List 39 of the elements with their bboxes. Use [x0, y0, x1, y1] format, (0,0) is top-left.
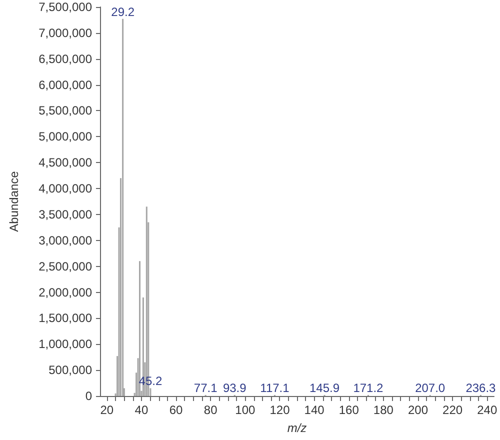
annotation: 45.2 — [138, 374, 162, 388]
x-tick-label: 80 — [204, 403, 218, 417]
x-tick-label: 20 — [100, 403, 114, 417]
y-tick-label: 3,500,000 — [38, 207, 92, 222]
annotation: 207.0 — [415, 380, 446, 395]
annotation: 145.9 — [309, 380, 340, 395]
annotation: 117.1 — [260, 380, 290, 395]
x-tick-label: 40 — [134, 403, 148, 417]
annotation: 29.2 — [111, 4, 135, 19]
annotation: 77.1 — [194, 380, 218, 395]
y-tick-label: 1,000,000 — [38, 337, 92, 352]
y-axis-title: Abundance — [7, 170, 21, 232]
x-tick-label: 60 — [169, 403, 184, 417]
x-axis-title: m/z — [287, 421, 307, 435]
annotation: 93.9 — [222, 380, 247, 395]
y-tick-label: 7,000,000 — [38, 26, 92, 40]
y-tick-label: 5,500,000 — [38, 104, 92, 118]
annotation: 171.2 — [353, 380, 384, 395]
x-tick-label: 100 — [235, 403, 256, 417]
y-tick-label: 2,000,000 — [38, 285, 92, 300]
x-tick-label: 160 — [338, 403, 360, 417]
y-tick-label: 0 — [85, 389, 92, 403]
y-tick-label: 3,000,000 — [38, 233, 92, 248]
y-tick-label: 7,500,000 — [38, 0, 92, 14]
x-tick-label: 180 — [373, 403, 394, 417]
x-tick-label: 120 — [270, 403, 290, 417]
y-tick-label: 1,500,000 — [38, 311, 92, 326]
y-tick-label: 6,500,000 — [38, 52, 92, 66]
y-tick-label: 4,500,000 — [38, 156, 92, 170]
y-tick-label: 2,500,000 — [38, 259, 92, 274]
y-tick-label: 4,000,000 — [38, 182, 92, 196]
y-tick-label: 500,000 — [48, 363, 92, 378]
y-tick-label: 6,000,000 — [38, 78, 92, 92]
x-tick-label: 140 — [304, 403, 325, 417]
annotation: 236.3 — [466, 380, 496, 395]
y-tick-label: 5,000,000 — [38, 130, 92, 144]
x-tick-label: 200 — [408, 403, 428, 417]
x-tick-label: 240 — [477, 403, 498, 417]
x-tick-label: 220 — [442, 403, 463, 417]
